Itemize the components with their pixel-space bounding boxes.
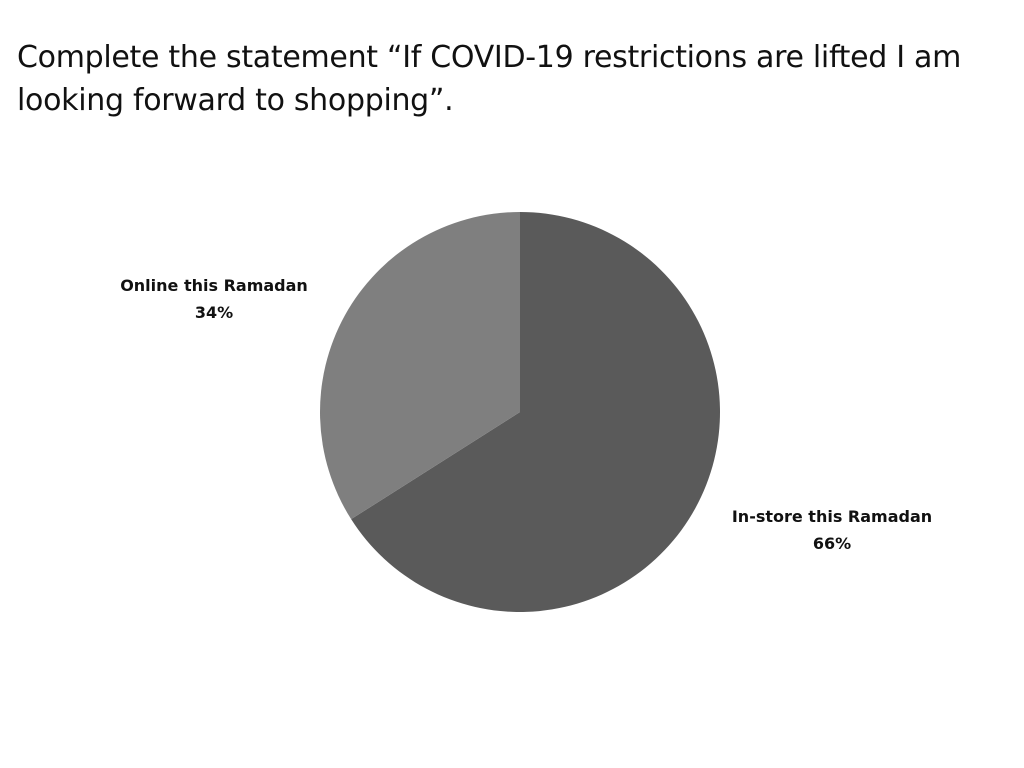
slice-category-label: In-store this Ramadan xyxy=(732,507,932,526)
slice-value-label: 34% xyxy=(195,303,233,322)
slice-category-label: Online this Ramadan xyxy=(120,276,308,295)
pie-labels: In-store this Ramadan 66% Online this Rama… xyxy=(120,276,932,553)
pie-slices xyxy=(320,212,720,612)
pie-slice-in-store xyxy=(351,212,720,612)
slice-value-label: 66% xyxy=(813,534,851,553)
pie-slice-online xyxy=(320,212,520,520)
chart-title: Complete the statement “If COVID-19 rest… xyxy=(17,40,962,118)
